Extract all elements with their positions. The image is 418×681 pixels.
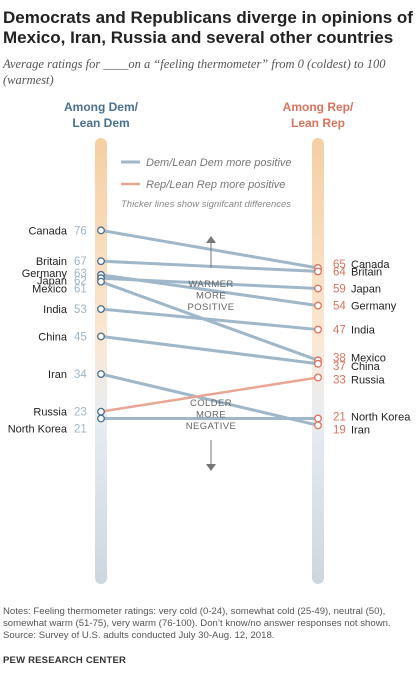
- rep-point-germany: [314, 301, 322, 310]
- right-value-india: 47: [333, 325, 346, 337]
- slope-line-russia: [99, 376, 320, 413]
- slope-chart: Among Dem/ Lean Dem Among Rep/ Lean Rep …: [8, 100, 411, 584]
- right-value-britain: 64: [333, 266, 346, 278]
- warmer-annotation-line-1: WARMER: [188, 279, 233, 290]
- left-label-north-korea: North Korea: [8, 423, 68, 435]
- rep-point-japan: [314, 284, 322, 293]
- warmer-annotation-line-2: MORE: [196, 291, 226, 302]
- left-value-mexico: 61: [74, 284, 87, 296]
- left-label-canada: Canada: [28, 225, 67, 237]
- right-label-russia: Russia: [351, 374, 386, 386]
- chart-title: Democrats and Republicans diverge in opi…: [3, 8, 413, 47]
- dem-point-india: [97, 305, 105, 313]
- right-label-mexico: Mexico: [351, 352, 386, 364]
- left-value-canada: 76: [74, 225, 87, 237]
- slope-line-britain: [99, 259, 320, 273]
- right-label-britain: Britain: [351, 266, 382, 278]
- rep-point-india: [314, 325, 322, 334]
- right-axis-label-line1: Among Rep/: [283, 100, 354, 114]
- left-value-china: 45: [74, 331, 87, 343]
- left-label-russia: Russia: [33, 407, 68, 419]
- left-label-iran: Iran: [48, 369, 67, 381]
- rep-point-iran: [314, 421, 322, 430]
- right-label-canada: Canada: [351, 259, 390, 271]
- left-axis-label-line2: Lean Dem: [72, 116, 129, 130]
- colder-arrow-head: [206, 464, 216, 471]
- right-value-iran: 19: [333, 424, 346, 436]
- note-line-3: Source: Survey of U.S. adults conducted …: [3, 630, 275, 641]
- notes: Notes: Feeling thermometer ratings: very…: [3, 606, 415, 642]
- right-value-mexico: 38: [333, 352, 346, 364]
- rep-point-north-korea: [314, 414, 322, 423]
- dem-point-britain: [97, 257, 105, 266]
- right-label-china: China: [351, 361, 381, 373]
- right-value-china: 37: [333, 361, 346, 373]
- left-label-china: China: [38, 331, 68, 343]
- right-value-germany: 54: [333, 301, 346, 313]
- right-label-north-korea: North Korea: [351, 411, 411, 423]
- dem-point-mexico: [97, 277, 105, 286]
- legend-label-dem: Dem/Lean Dem more positive: [146, 157, 292, 169]
- rep-point-russia: [314, 373, 322, 382]
- dem-point-north-korea: [97, 414, 105, 423]
- warmer-arrow-head: [206, 236, 216, 243]
- left-label-britain: Britain: [36, 256, 67, 268]
- dem-point-russia: [97, 407, 105, 416]
- left-label-india: India: [43, 304, 68, 316]
- warmer-annotation-line-3: POSITIVE: [187, 302, 234, 313]
- colder-annotation-line-2: MORE: [196, 410, 226, 421]
- slope-line-mexico: [99, 280, 320, 362]
- rep-point-china: [314, 359, 322, 368]
- slope-line-japan: [99, 276, 320, 291]
- left-value-japan: 62: [74, 275, 87, 287]
- note-line-1: Notes: Feeling thermometer ratings: very…: [3, 606, 386, 617]
- right-value-north-korea: 21: [333, 411, 346, 423]
- left-value-india: 53: [74, 304, 87, 316]
- left-axis-label-line1: Among Dem/: [64, 100, 139, 114]
- right-label-germany: Germany: [351, 301, 397, 313]
- dem-point-china: [97, 332, 105, 341]
- chart-subtitle: Average ratings for ____on a “feeling th…: [3, 57, 386, 87]
- left-value-north-korea: 21: [74, 423, 87, 435]
- left-value-russia: 23: [74, 407, 87, 419]
- slope-line-canada: [99, 228, 320, 270]
- left-label-germany: Germany: [22, 268, 68, 280]
- right-value-canada: 65: [333, 259, 346, 271]
- rep-point-britain: [314, 267, 322, 276]
- left-thermometer-bar: [95, 138, 107, 584]
- note-line-2: somewhat warm (51-75), very warm (76-100…: [3, 618, 391, 629]
- legend-label-rep: Rep/Lean Rep more positive: [146, 179, 285, 191]
- right-label-india: India: [351, 325, 376, 337]
- right-label-iran: Iran: [351, 424, 370, 436]
- right-value-russia: 33: [333, 374, 346, 386]
- colder-annotation-line-3: NEGATIVE: [186, 421, 237, 432]
- left-label-japan: Japan: [37, 275, 67, 287]
- slope-line-india: [99, 307, 320, 332]
- dem-point-iran: [97, 370, 105, 378]
- left-value-iran: 34: [74, 369, 87, 381]
- slope-line-iran: [99, 372, 320, 427]
- slope-line-china: [99, 334, 320, 366]
- right-value-japan: 59: [333, 284, 346, 296]
- right-axis-label-line2: Lean Rep: [291, 116, 345, 130]
- left-value-germany: 63: [74, 268, 87, 280]
- right-label-japan: Japan: [351, 284, 381, 296]
- left-label-mexico: Mexico: [32, 284, 67, 296]
- source-label: PEW RESEARCH CENTER: [3, 655, 127, 666]
- dem-point-canada: [97, 226, 105, 235]
- left-value-britain: 67: [74, 256, 87, 268]
- legend-note: Thicker lines show signifcant difference…: [121, 199, 291, 210]
- colder-annotation-line-1: COLDER: [190, 398, 232, 409]
